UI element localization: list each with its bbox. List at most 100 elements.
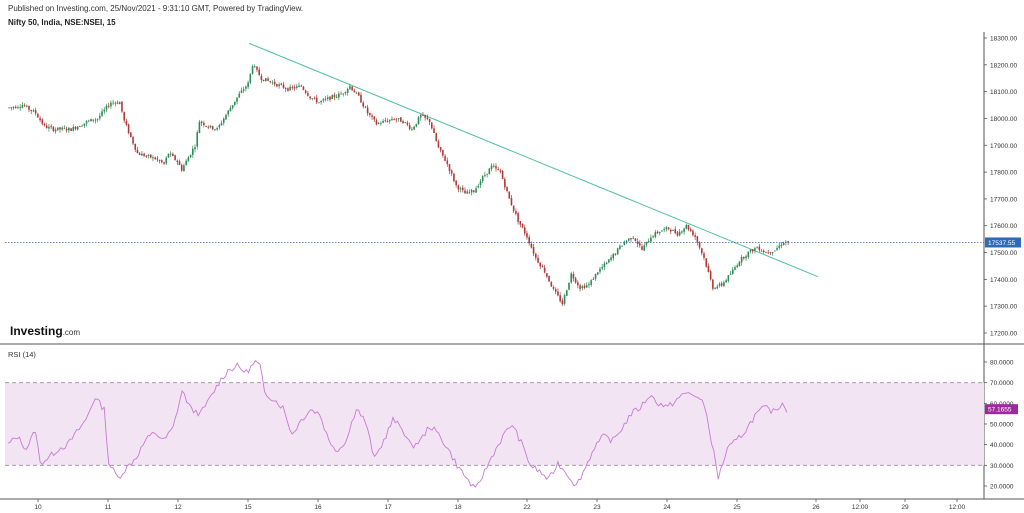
candle-body bbox=[681, 231, 683, 233]
candle bbox=[362, 100, 365, 109]
candle-body bbox=[760, 250, 763, 252]
candle-body bbox=[747, 251, 750, 258]
candle-body bbox=[643, 245, 646, 251]
candle-body bbox=[105, 105, 108, 110]
candle bbox=[395, 117, 398, 123]
candle bbox=[72, 124, 75, 132]
candle-body bbox=[39, 118, 41, 121]
time-tick-label: 24 bbox=[663, 504, 671, 511]
candle-body bbox=[654, 232, 657, 237]
candle bbox=[499, 168, 502, 174]
candle bbox=[174, 154, 176, 161]
candle bbox=[99, 112, 101, 121]
price-tick-label: 17500.00 bbox=[990, 250, 1017, 257]
time-x-axis[interactable]: 10 11 12 15 16 17 18 22 23 24 25 26 12:00 29 12:00 bbox=[34, 499, 966, 511]
candle-body bbox=[751, 249, 754, 252]
candle bbox=[331, 94, 334, 100]
price-tick-label: 17400.00 bbox=[990, 277, 1017, 284]
candle bbox=[667, 227, 670, 231]
candle bbox=[756, 246, 758, 249]
candle-body bbox=[251, 66, 254, 74]
candle-body bbox=[143, 153, 145, 157]
candle-body bbox=[262, 79, 265, 81]
candle bbox=[52, 126, 55, 133]
candle-body bbox=[592, 279, 595, 281]
candle bbox=[357, 91, 360, 97]
investing-logo: Investing.com bbox=[10, 324, 80, 338]
candle-body bbox=[461, 187, 464, 191]
candle-body bbox=[408, 125, 411, 129]
candle bbox=[338, 91, 340, 100]
candle bbox=[448, 163, 451, 174]
candle-body bbox=[725, 280, 727, 283]
candle bbox=[404, 121, 407, 124]
candle bbox=[716, 284, 719, 290]
candle-body bbox=[568, 282, 570, 290]
candle-body bbox=[167, 153, 170, 158]
resistance-trendline bbox=[249, 42, 819, 278]
candle-body bbox=[532, 246, 535, 254]
candle bbox=[50, 123, 52, 130]
price-y-axis[interactable]: 17200.00 17300.00 17400.00 17500.00 17600.00… bbox=[984, 36, 1017, 338]
candle bbox=[251, 64, 254, 75]
candle bbox=[714, 286, 716, 290]
candle bbox=[26, 104, 28, 108]
candle-body bbox=[172, 153, 174, 156]
trendline[interactable] bbox=[249, 42, 819, 278]
candle-body bbox=[326, 97, 329, 99]
candle bbox=[546, 272, 548, 279]
candle bbox=[468, 189, 471, 195]
rsi-value-badge-bg bbox=[985, 404, 1018, 415]
time-tick-label: 12:00 bbox=[852, 504, 869, 511]
candle bbox=[457, 184, 460, 193]
candle-body bbox=[417, 117, 420, 125]
candle-body bbox=[72, 126, 75, 131]
candle-body bbox=[320, 100, 322, 103]
candle bbox=[76, 125, 79, 131]
candle-body bbox=[52, 127, 55, 131]
candle bbox=[269, 80, 272, 84]
candle-body bbox=[519, 221, 522, 225]
candle bbox=[154, 156, 156, 160]
candle bbox=[17, 105, 19, 110]
candle bbox=[592, 276, 595, 281]
candle bbox=[165, 156, 168, 165]
candle bbox=[619, 244, 621, 251]
candle bbox=[557, 288, 559, 297]
candle bbox=[599, 266, 601, 274]
candle bbox=[563, 293, 566, 306]
candle bbox=[687, 224, 690, 232]
candle bbox=[568, 282, 570, 291]
rsi-band-fill bbox=[5, 382, 984, 466]
candle-body bbox=[579, 285, 581, 289]
candle-body bbox=[665, 227, 668, 230]
candle-body bbox=[689, 229, 692, 232]
candle-body bbox=[716, 286, 719, 289]
candle-body bbox=[112, 102, 114, 104]
candle bbox=[652, 234, 654, 239]
candle-body bbox=[439, 147, 442, 151]
candle bbox=[90, 118, 92, 122]
candle-body bbox=[601, 267, 604, 269]
candle-body bbox=[608, 259, 610, 263]
price-tick-label: 17800.00 bbox=[990, 170, 1017, 177]
candle-body bbox=[537, 257, 539, 263]
candle bbox=[114, 101, 117, 107]
rsi-y-axis[interactable]: 20.000030.000040.000050.000060.000070.00… bbox=[984, 360, 1014, 491]
candle-body bbox=[450, 170, 453, 174]
candle-body bbox=[714, 288, 716, 289]
candle bbox=[780, 242, 783, 249]
candle bbox=[762, 249, 765, 254]
candle bbox=[12, 106, 15, 110]
candle-body bbox=[393, 119, 395, 121]
candle bbox=[54, 127, 57, 134]
candle bbox=[464, 187, 466, 194]
candle-body bbox=[528, 237, 530, 244]
candle bbox=[384, 117, 387, 123]
candle-body bbox=[590, 280, 592, 285]
candle-body bbox=[740, 256, 743, 263]
candle bbox=[377, 121, 380, 125]
candle-body bbox=[156, 158, 159, 160]
candle bbox=[207, 125, 210, 130]
